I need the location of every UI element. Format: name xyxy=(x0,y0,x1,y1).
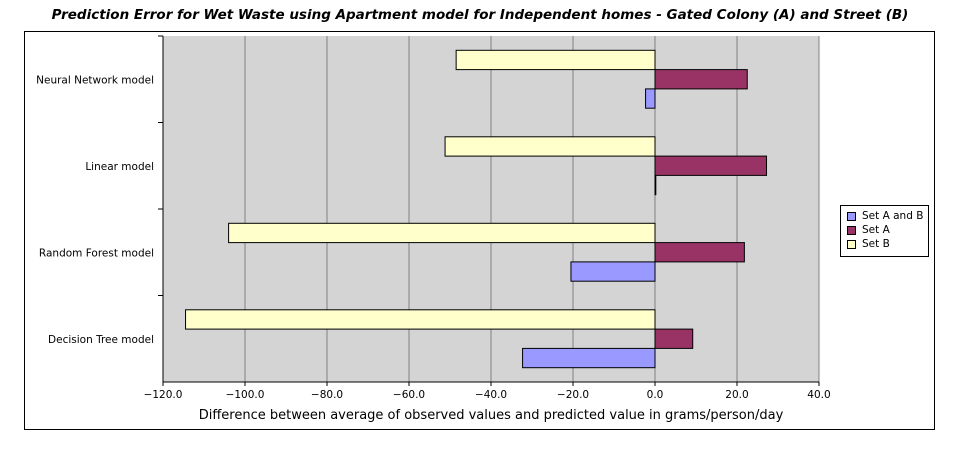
legend-label: Set A and B xyxy=(862,210,924,222)
bar-set-a xyxy=(654,328,694,349)
legend-item-set-b: Set B xyxy=(841,237,928,251)
legend-label: Set A xyxy=(862,224,890,236)
legend-swatch xyxy=(847,240,856,249)
legend-label: Set B xyxy=(862,238,890,250)
legend-item-set-a: Set A xyxy=(841,223,928,237)
bar-set-a-and-b xyxy=(654,174,657,196)
y-category-label: Linear model xyxy=(85,161,154,173)
chart-title: Prediction Error for Wet Waste using Apa… xyxy=(51,7,909,23)
x-tick-label: −100.0 xyxy=(226,389,265,401)
y-category-label: Random Forest model xyxy=(39,247,154,259)
y-category-label: Decision Tree model xyxy=(48,334,154,346)
x-tick-label: 20.0 xyxy=(725,389,748,401)
legend-item-set-a-and-b: Set A and B xyxy=(841,209,928,223)
legend-swatch xyxy=(847,212,856,221)
x-tick-label: 40.0 xyxy=(807,389,830,401)
legend-swatch xyxy=(847,226,856,235)
bar-set-b xyxy=(444,136,656,157)
legend: Set A and B Set A Set B xyxy=(840,205,929,257)
bar-set-a xyxy=(654,242,745,263)
bar-set-b xyxy=(228,222,656,244)
bar-set-b xyxy=(185,309,656,330)
x-tick-label: −120.0 xyxy=(144,389,183,401)
bar-set-a-and-b xyxy=(570,261,656,282)
bar-set-a-and-b xyxy=(645,88,656,109)
x-tick-label: −80.0 xyxy=(311,389,343,401)
bar-set-a xyxy=(654,155,768,176)
x-tick-label: −40.0 xyxy=(475,389,507,401)
x-axis-label: Difference between average of observed v… xyxy=(198,408,784,423)
bar-set-a xyxy=(654,69,748,90)
y-category-label: Neural Network model xyxy=(36,74,154,86)
bar-set-a-and-b xyxy=(522,347,656,369)
x-tick-label: −60.0 xyxy=(393,389,425,401)
chart-frame xyxy=(24,31,935,430)
x-tick-label: −20.0 xyxy=(557,389,589,401)
bar-set-b xyxy=(455,49,656,71)
x-tick-label: 0.0 xyxy=(647,389,664,401)
